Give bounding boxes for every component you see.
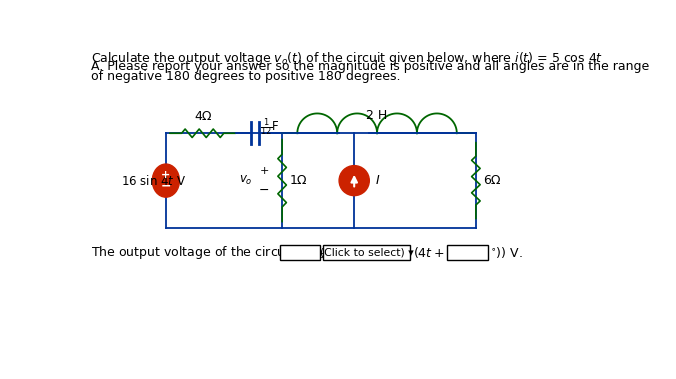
Circle shape [339,166,369,196]
Text: +: + [260,166,269,175]
FancyBboxPatch shape [280,245,320,260]
FancyBboxPatch shape [323,245,410,260]
Text: 1Ω: 1Ω [290,174,308,187]
Text: $v_o$: $v_o$ [239,174,253,187]
Text: The output voltage of the circuit is $v_o(t)$ =: The output voltage of the circuit is $v_… [91,244,354,261]
Text: −: − [259,184,270,197]
Text: $^{\circ}$)) V.: $^{\circ}$)) V. [490,245,523,260]
Text: 4Ω: 4Ω [194,110,212,123]
Text: (Click to select) ▾: (Click to select) ▾ [320,247,414,258]
Text: $(4t + ($: $(4t + ($ [413,245,452,260]
Text: 2 H: 2 H [366,110,388,122]
Text: of negative 180 degrees to positive 180 degrees.: of negative 180 degrees to positive 180 … [91,70,400,83]
Text: −: − [161,180,171,193]
Text: A. Please report your answer so the magnitude is positive and all angles are in : A. Please report your answer so the magn… [91,60,649,73]
Text: $\frac{1}{12}$F: $\frac{1}{12}$F [260,116,280,138]
Text: $I$: $I$ [375,174,380,187]
FancyBboxPatch shape [448,245,487,260]
Text: 6Ω: 6Ω [483,174,501,187]
Text: Calculate the output voltage $v_o(t)$ of the circuit given below, where $i(t)$ =: Calculate the output voltage $v_o(t)$ of… [91,50,603,67]
Ellipse shape [152,164,179,197]
Text: 16 sin 4$t$ V: 16 sin 4$t$ V [121,174,186,188]
Text: +: + [162,170,170,180]
